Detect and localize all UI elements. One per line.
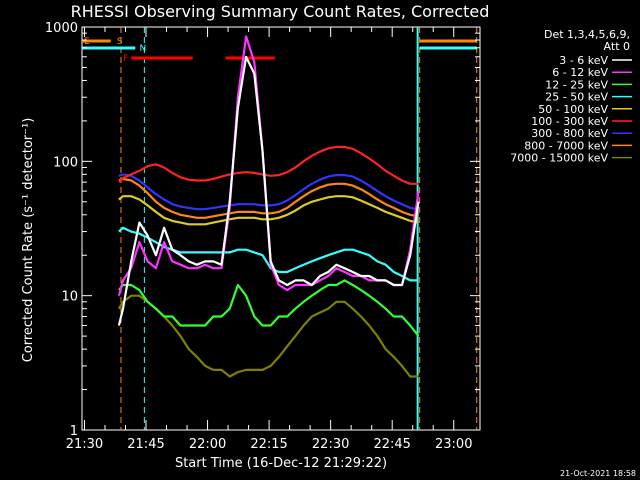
legend-entry-label: 7000 - 15000 keV (510, 152, 608, 165)
flag-letter-f: F (123, 54, 128, 64)
series-line (117, 55, 420, 326)
y-tick-label: 1000 (45, 21, 78, 36)
legend-entry-label: 3 - 6 keV (559, 54, 608, 67)
legend-entry-label: 800 - 7000 keV (524, 139, 608, 152)
flag-letter-n: N (139, 44, 146, 54)
x-tick-label: 21:30 (66, 437, 103, 452)
legend-entry-label: 50 - 100 keV (538, 103, 608, 116)
series-line (117, 294, 419, 378)
y-tick-label: 1 (70, 424, 78, 439)
x-tick-label: 21:45 (127, 437, 164, 452)
chart-title: RHESSI Observing Summary Count Rates, Co… (71, 2, 490, 21)
flag-letter-e: E (84, 37, 90, 47)
plot-frame (81, 26, 481, 431)
legend-header: Det 1,3,4,5,6,9, (544, 28, 630, 41)
series-layer (117, 35, 420, 378)
y-tick-label: 10 (61, 290, 78, 305)
x-tick-label: 22:00 (189, 437, 226, 452)
series-line (117, 35, 420, 296)
series-line (118, 145, 419, 185)
series-line (118, 173, 419, 211)
series-line (118, 279, 420, 337)
x-tick-label: 22:15 (250, 437, 287, 452)
y-tick-label: 100 (53, 155, 78, 170)
legend-entry-label: 300 - 800 keV (531, 127, 608, 140)
legend-entry-label: 6 - 12 keV (552, 66, 608, 79)
axis-layer: 21:30 21:45 22:00 22:15 22:30 22:45 23:00 1 10 10… (45, 21, 480, 452)
legend-header: Att 0 (604, 40, 630, 53)
flag-layer: S N F E (82, 27, 478, 430)
x-axis-label: Start Time (16-Dec-12 21:29:22) (175, 456, 387, 471)
y-axis-label: Corrected Count Rate (s⁻¹ detector⁻¹) (21, 118, 36, 363)
x-tick-label: 23:00 (435, 437, 472, 452)
x-tick-label: 22:45 (373, 437, 410, 452)
legend-entry-label: 25 - 50 keV (545, 91, 608, 104)
flag-letter-s: S (117, 37, 123, 47)
legend-entry-label: 100 - 300 keV (531, 115, 608, 128)
x-tick-label: 22:30 (312, 437, 349, 452)
legend-entry-label: 12 - 25 keV (545, 78, 608, 91)
timestamp: 21-Oct-2021 18:58 (560, 469, 636, 478)
